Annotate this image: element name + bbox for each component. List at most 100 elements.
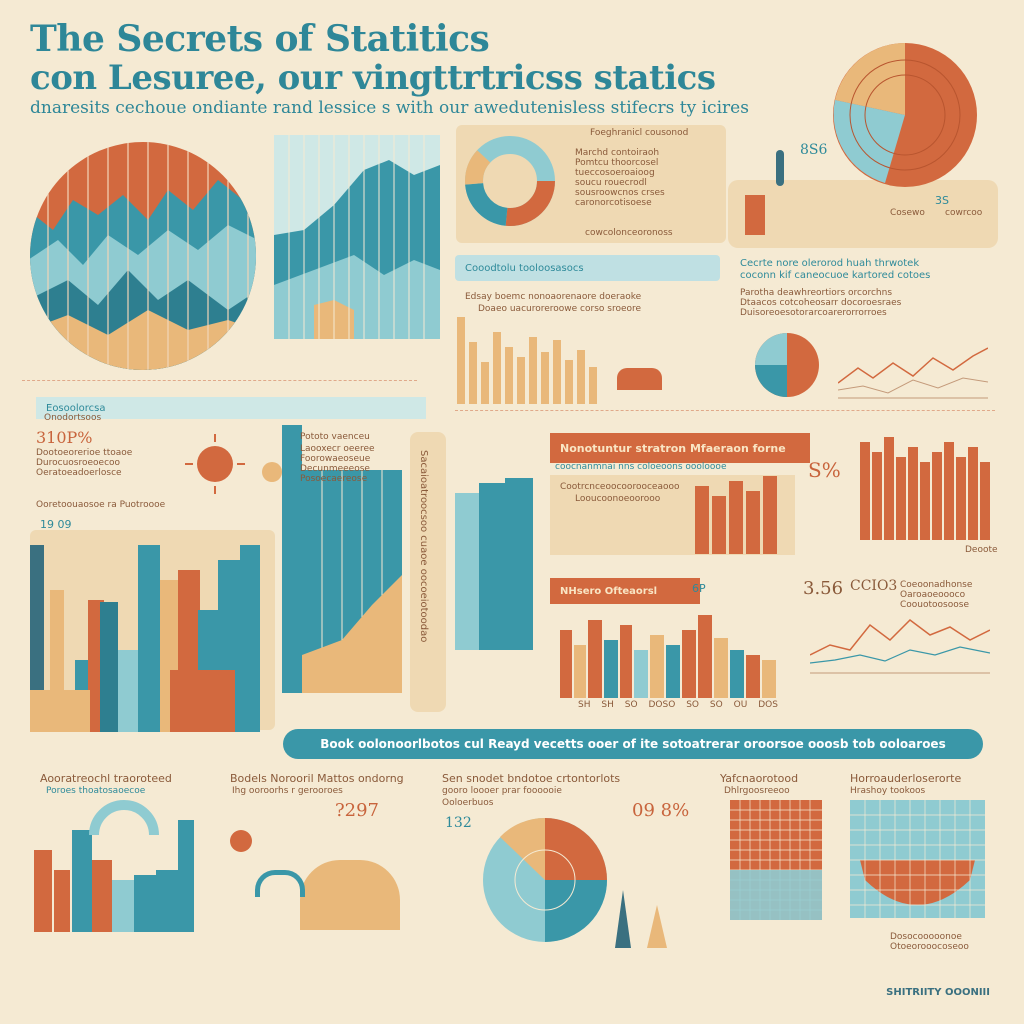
mid-right-text1: Cootrcnceoocoorooceaooo [560, 482, 680, 492]
left-middle-tag2: Onodortsoos [44, 413, 102, 423]
middle-heading: Edsay boemc nonoaorenaore doeraoke [465, 292, 642, 302]
dashed-divider [455, 410, 995, 412]
mid-right-tag2: coocnanmnai nns coloeoons oooloooe [555, 462, 727, 472]
fish-pie-chart [755, 333, 819, 397]
lower-axis-label: DOSO [648, 700, 676, 710]
donut-card-lines: Marchd contoiraoh Pomtcu thoorcosel tuec… [575, 148, 665, 208]
middle-bar-chart [457, 317, 597, 404]
left-middle-footer: Ooretoouaosoe ra Puotroooe [36, 500, 166, 510]
dune-icon [300, 860, 400, 930]
top-right-num: 3S [935, 194, 949, 207]
mid-right-text2: Looucoonoeoorooo [575, 494, 661, 504]
bottom-bar-chart [34, 800, 194, 932]
far-right-small: Deoote [965, 545, 998, 555]
left-middle-num: 19 09 [40, 518, 72, 531]
top-right-label: 8S6 [800, 142, 828, 158]
right-heading2: coconn kif caneocuoe kartored cotoes [740, 270, 931, 281]
lower-line: Coouotoosoose [900, 600, 969, 610]
middle-tag: Cooodtolu tooloosasocs [455, 255, 720, 281]
lower-axis: SH SH SO DOSO SO SO OU DOS [578, 700, 778, 710]
grid-chart-1 [730, 800, 822, 920]
center-line: Posoecaereose [300, 474, 368, 484]
mid-right-tag: Nonotuntur stratron Mfaeraon forne [550, 433, 810, 463]
right-line: Duisoreoesotorarcoarerorrorroes [740, 308, 887, 318]
teal-bar-chart [455, 478, 533, 650]
lower-bar-chart [560, 615, 776, 698]
lower-axis-label: DOS [758, 700, 778, 710]
bottom-col3-line2: Ooloerbuos [442, 798, 494, 808]
coin-icon [262, 462, 282, 482]
vertical-text: Sacaioatroocsoo cuaoe oocoeiotoodao [418, 450, 429, 643]
bottom-pie-chart [483, 817, 607, 942]
center-line: Decunmeeeose [300, 464, 370, 474]
right-heading: Cecrte nore olerorod huah thrwotek [740, 258, 920, 269]
middle-line2: Doaeo uacuroreroowe corso sroeore [478, 304, 642, 314]
lower-axis-label: SH [578, 700, 591, 710]
left-middle-tag: Eosoolorcsa [36, 397, 426, 419]
donut-card-line: Marchd contoiraoh [575, 148, 660, 158]
lower-axis-label: SO [686, 700, 699, 710]
lower-big: 3.56 [803, 578, 844, 599]
donut-card-line: soucu rouecrodl [575, 178, 647, 188]
kiosk-icon [617, 368, 662, 390]
donut-card-line: caronorcotisoese [575, 198, 652, 208]
bottom-col5-line: Hrashoy tookoos [850, 786, 926, 796]
right-line: Dtaacos cotcoheosarr docoroesraes [740, 298, 902, 308]
bottom-col2-line: Ihg ooroorhs r gerooroes [232, 786, 343, 796]
left-middle-lines: Dootoeorerioe ttoaoe Durocuosroeoecoo Oe… [36, 448, 132, 478]
circle-area-chart [30, 142, 256, 370]
left-middle-line: Dootoeorerioe ttoaoe [36, 448, 133, 458]
page-title-line2: con Lesuree, our vingttrtricss statics [30, 58, 716, 98]
mid-right-bar-chart [695, 476, 777, 554]
bottom-right-footer: Dosocooooonoe Otoeorooocoseoo [890, 932, 969, 952]
page-subtitle: dnaresits cechoue ondiante rand lessice … [30, 98, 749, 118]
bottom-col1-line: Poroes thoatosaoecoe [46, 786, 146, 796]
box-icon [745, 195, 765, 235]
vertical-card [410, 432, 446, 712]
center-line: Laooxecr oeeree [300, 444, 375, 454]
grid-chart-2 [850, 800, 985, 918]
mountain-area-chart [274, 135, 440, 339]
donut-card-heading: Foeghranicl cousonod [590, 128, 689, 138]
person-figure-icon [776, 150, 784, 186]
lower-axis-label: OU [733, 700, 748, 710]
top-right-card [728, 180, 998, 248]
left-middle-line: Durocuosroeoecoo [36, 458, 121, 468]
bottom-col5-heading: Horroauderloserorte [850, 772, 962, 785]
lower-tag: NHsero Ofteaorsl [550, 578, 700, 604]
donut-card-line: sousroowcnos crses [575, 188, 665, 198]
center-bar-chart [282, 425, 402, 693]
lower-line: Oaroaoeoooco [900, 590, 966, 600]
donut-card-line: Pomtcu thoorcosel [575, 158, 659, 168]
right-line-chart [838, 347, 988, 399]
bottom-col4-line: Dhlrgoosreeoo [724, 786, 790, 796]
far-right-bar-chart [860, 437, 990, 540]
center-lines: Laooxecr oeeree Foorowaeoseue Decunmeeeo… [300, 444, 375, 484]
bottom-col1-heading: Aooratreochl traoroteed [40, 772, 172, 785]
balloon-icon [230, 830, 252, 852]
bottom-col3-heading: Sen snodet bndotoe crtontorlots [442, 772, 621, 785]
bottom-col2-heading: Bodels Norooril Mattos ondorng [230, 772, 404, 785]
footer-label: SHITRIITY OOONIII [886, 987, 990, 998]
donut-chart [465, 136, 555, 226]
lower-lines: Coeoonadhonse Oaroaoeoooco Coouotoosoose [900, 580, 972, 610]
sun-burst-icon [185, 434, 245, 494]
bottom-col3-line: gooro loooer prar foooooie [442, 786, 562, 796]
orange-pie-chart [833, 43, 977, 187]
lower-num: 6P [692, 582, 706, 595]
donut-card-line: tueccosoeroaioog [575, 168, 655, 178]
top-right-sub2: cowrcoo [945, 208, 983, 218]
bottom-col4-heading: Yafcnaorotood [720, 772, 799, 785]
right-line: Parotha deawhreortiors orcorchns [740, 288, 893, 298]
center-line: Foorowaeoseue [300, 454, 371, 464]
banner: Book oolonoorlbotos cul Reayd vecetts oo… [283, 729, 983, 759]
lower-axis-label: SH [601, 700, 614, 710]
top-right-sub: Cosewo [890, 208, 925, 218]
lower-big2: CCIO3 [850, 578, 898, 594]
dashed-divider [22, 380, 417, 382]
left-middle-big: 310P% [36, 428, 93, 447]
lower-axis-label: SO [709, 700, 723, 710]
right-lines: Parotha deawhreortiors orcorchns Dtaacos… [740, 288, 901, 318]
bottom-col3-pct: 09 8% [632, 800, 690, 821]
donut-card-footer: cowcolonceoronoss [585, 228, 673, 238]
